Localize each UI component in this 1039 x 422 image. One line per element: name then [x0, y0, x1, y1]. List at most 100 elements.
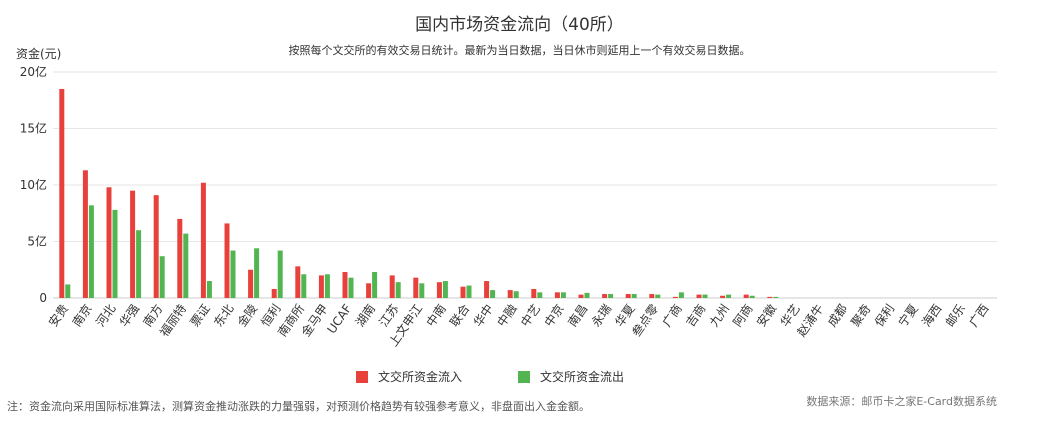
x-tick-label: 中京: [541, 301, 567, 329]
bar-inflow[interactable]: [200, 182, 206, 298]
bar-outflow[interactable]: [702, 294, 708, 298]
bar-outflow[interactable]: [348, 277, 354, 298]
bar-outflow[interactable]: [324, 274, 330, 298]
bar-outflow[interactable]: [395, 282, 401, 298]
bar-inflow[interactable]: [153, 195, 159, 298]
bar-inflow[interactable]: [602, 294, 608, 298]
bar-inflow[interactable]: [460, 286, 466, 298]
bar-inflow[interactable]: [625, 294, 631, 298]
legend-label-outflow: 文交所资金流出: [540, 370, 625, 384]
bar-inflow[interactable]: [436, 282, 442, 298]
bar-outflow[interactable]: [136, 230, 142, 298]
x-tick-label: 华中: [470, 301, 496, 329]
x-tick-label: 成都: [825, 302, 850, 330]
bar-inflow[interactable]: [578, 294, 584, 298]
x-tick-label: 中南: [423, 301, 449, 329]
bar-inflow[interactable]: [177, 218, 183, 298]
x-tick-label: 湖南: [352, 301, 378, 329]
bar-inflow[interactable]: [342, 272, 348, 298]
data-source: 数据来源：邮币卡之家E-Card数据系统: [806, 395, 997, 408]
x-tick-label: 华强: [117, 302, 142, 330]
bar-outflow[interactable]: [112, 209, 118, 298]
bar-outflow[interactable]: [254, 248, 260, 298]
bar-outflow[interactable]: [631, 294, 637, 298]
chart-title: 国内市场资金流向（40所）: [415, 15, 624, 35]
gridlines: [53, 71, 997, 299]
bar-outflow[interactable]: [726, 294, 732, 298]
bar-inflow[interactable]: [389, 275, 395, 298]
bar-inflow[interactable]: [248, 269, 254, 298]
bar-inflow[interactable]: [507, 290, 513, 298]
y-tick-label: 5亿: [27, 234, 47, 249]
bar-inflow[interactable]: [720, 295, 726, 298]
bar-inflow[interactable]: [130, 190, 136, 298]
bar-outflow[interactable]: [466, 285, 472, 298]
bar-inflow[interactable]: [271, 288, 277, 298]
bar-outflow[interactable]: [584, 292, 590, 298]
x-tick-label: 永瑞: [589, 302, 614, 330]
bar-outflow[interactable]: [560, 292, 566, 298]
bar-inflow[interactable]: [554, 292, 560, 298]
bar-outflow[interactable]: [277, 250, 283, 298]
y-tick-label: 20亿: [20, 64, 47, 79]
bar-inflow[interactable]: [224, 223, 230, 298]
bar-outflow[interactable]: [442, 281, 448, 298]
x-tick-label: 南京: [69, 301, 95, 329]
bar-inflow[interactable]: [649, 294, 655, 298]
bar-outflow[interactable]: [608, 294, 614, 298]
bar-outflow[interactable]: [419, 283, 425, 298]
x-tick-label: 吉商: [682, 301, 708, 329]
bar-outflow[interactable]: [773, 296, 779, 298]
bar-outflow[interactable]: [88, 205, 94, 298]
x-tick-labels: 安贵南京河北华强南方福丽特票证东北金陵恒利南商所金马甲UCAF湖南江苏上文申江中…: [45, 301, 991, 349]
bar-inflow[interactable]: [59, 88, 65, 298]
legend-swatch-inflow: [356, 370, 368, 383]
footnote: 注：资金流向采用国际标准算法，测算资金推动涨跌的力量强弱，对预测价格趋势有较强参…: [7, 400, 590, 413]
bar-outflow[interactable]: [655, 294, 661, 298]
bar-outflow[interactable]: [206, 281, 212, 298]
bar-inflow[interactable]: [318, 275, 324, 298]
bar-inflow[interactable]: [743, 294, 749, 298]
x-tick-label: 广西: [966, 302, 991, 330]
legend-label-inflow: 文交所资金流入: [378, 370, 463, 384]
bar-outflow[interactable]: [301, 274, 307, 298]
bar-inflow[interactable]: [295, 266, 301, 298]
y-axis-label: 资金(元): [16, 47, 62, 61]
bar-inflow[interactable]: [672, 296, 678, 298]
bar-outflow[interactable]: [230, 250, 236, 298]
x-tick-label: 金陵: [234, 301, 260, 329]
bar-inflow[interactable]: [366, 283, 372, 298]
bar-outflow[interactable]: [678, 292, 684, 298]
bar-inflow[interactable]: [531, 288, 537, 298]
bar-outflow[interactable]: [513, 291, 519, 298]
bar-inflow[interactable]: [413, 277, 419, 298]
bar-outflow[interactable]: [65, 284, 71, 298]
x-tick-label: UCAF: [324, 302, 354, 337]
x-tick-label: 票证: [188, 302, 213, 330]
x-tick-label: 海西: [918, 301, 944, 329]
x-tick-label: 保利: [872, 302, 897, 330]
x-tick-label: 安徽: [753, 301, 779, 329]
x-tick-label: 邮乐: [943, 302, 968, 330]
x-tick-label: 聚奇: [848, 302, 873, 330]
bar-inflow[interactable]: [484, 281, 490, 298]
bar-inflow[interactable]: [82, 170, 88, 298]
bar-outflow[interactable]: [183, 233, 189, 298]
y-tick-label: 15亿: [20, 121, 47, 136]
bars: [59, 88, 779, 298]
legend-item-inflow[interactable]: 文交所资金流入: [356, 368, 462, 385]
bar-inflow[interactable]: [106, 187, 112, 298]
x-tick-label: 东北: [211, 302, 236, 330]
x-tick-label: 九州: [707, 302, 732, 330]
bar-outflow[interactable]: [749, 295, 755, 298]
bar-outflow[interactable]: [159, 256, 165, 298]
bar-outflow[interactable]: [537, 292, 543, 298]
legend-item-outflow[interactable]: 文交所资金流出: [518, 368, 624, 385]
x-tick-label: 中艺: [517, 301, 543, 329]
bar-outflow[interactable]: [490, 290, 496, 298]
x-tick-label: 联合: [446, 301, 472, 329]
bar-inflow[interactable]: [767, 296, 773, 298]
bar-inflow[interactable]: [696, 294, 702, 298]
bar-outflow[interactable]: [372, 272, 378, 298]
x-tick-label: 宁夏: [895, 301, 921, 329]
